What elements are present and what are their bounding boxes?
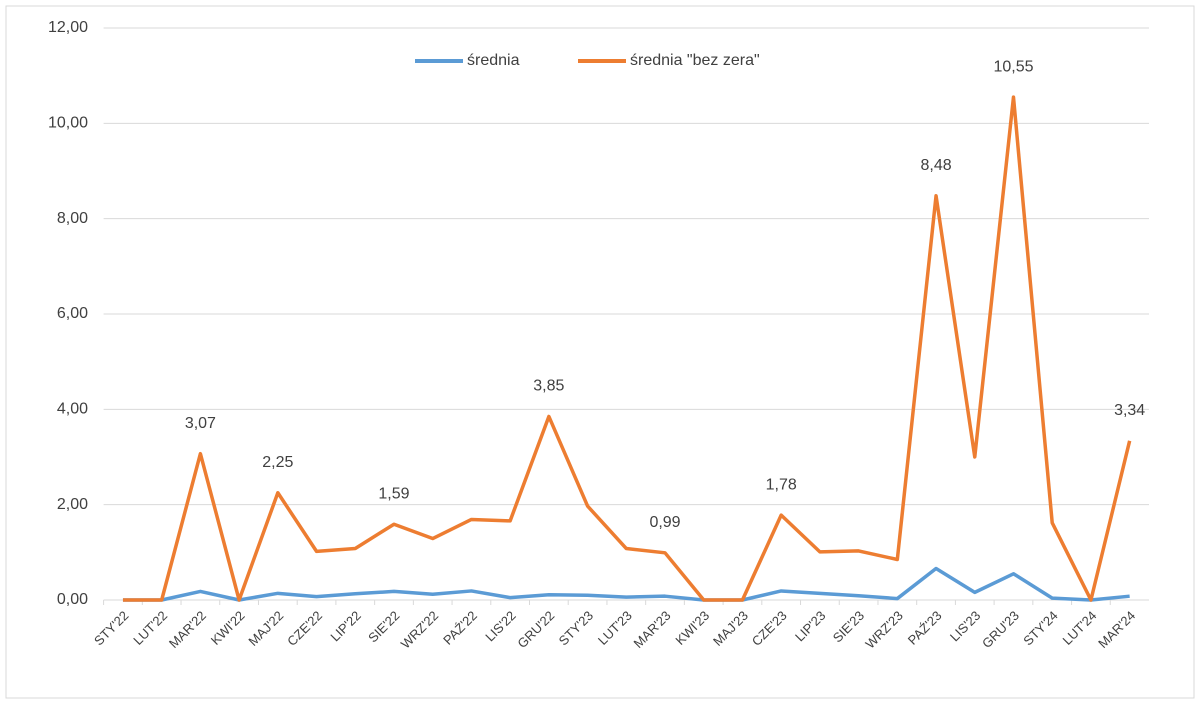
data-label: 10,55 — [993, 58, 1033, 75]
legend-label: średnia "bez zera" — [630, 52, 760, 69]
y-tick-label: 6,00 — [57, 305, 88, 322]
y-tick-label: 0,00 — [57, 591, 88, 608]
data-label: 8,48 — [920, 157, 951, 174]
data-label: 3,85 — [533, 378, 564, 395]
series-line — [122, 95, 1132, 602]
data-label: 0,99 — [649, 514, 680, 531]
y-tick-label: 10,00 — [48, 115, 88, 132]
data-label: 1,78 — [766, 476, 797, 493]
y-tick-label: 4,00 — [57, 401, 88, 418]
y-tick-label: 8,00 — [57, 210, 88, 227]
data-label: 3,34 — [1114, 402, 1145, 419]
data-label: 3,07 — [185, 415, 216, 432]
legend-label: średnia — [467, 52, 520, 69]
y-tick-label: 2,00 — [57, 496, 88, 513]
series-line — [122, 566, 1130, 602]
y-tick-label: 12,00 — [48, 19, 88, 36]
data-label: 1,59 — [378, 485, 409, 502]
data-label: 2,25 — [262, 454, 293, 471]
